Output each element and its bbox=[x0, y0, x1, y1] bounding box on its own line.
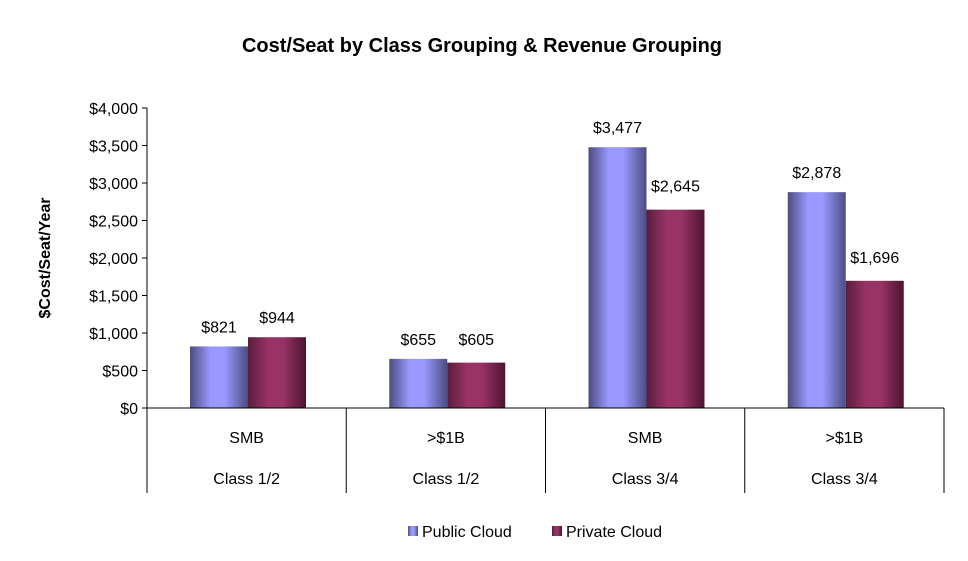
data-label: $2,878 bbox=[792, 165, 841, 182]
category-label: SMB bbox=[229, 430, 264, 447]
y-tick-label: $3,500 bbox=[89, 139, 138, 156]
data-label: $2,645 bbox=[651, 179, 700, 196]
y-tick-label: $2,500 bbox=[89, 214, 138, 231]
data-label: $655 bbox=[400, 332, 436, 349]
category-group-label: Class 1/2 bbox=[413, 471, 480, 488]
data-label: $944 bbox=[259, 310, 295, 327]
bar-private-cloud bbox=[845, 280, 904, 408]
y-tick-label: $3,000 bbox=[89, 176, 138, 193]
legend-label: Private Cloud bbox=[566, 524, 662, 541]
chart-title: Cost/Seat by Class Grouping & Revenue Gr… bbox=[242, 35, 722, 57]
category-group-label: Class 3/4 bbox=[612, 471, 679, 488]
y-tick-label: $4,000 bbox=[89, 101, 138, 118]
y-tick-label: $1,500 bbox=[89, 289, 138, 306]
data-label: $3,477 bbox=[593, 120, 642, 137]
category-label: SMB bbox=[628, 430, 663, 447]
category-group-label: Class 3/4 bbox=[811, 471, 878, 488]
y-tick-label: $0 bbox=[120, 401, 138, 418]
bar-public-cloud bbox=[389, 358, 448, 408]
bar-public-cloud bbox=[190, 346, 248, 408]
legend-swatch bbox=[552, 526, 562, 536]
bar-public-cloud bbox=[588, 147, 647, 408]
category-label: >$1B bbox=[427, 430, 465, 447]
category-label: >$1B bbox=[825, 430, 863, 447]
legend-label: Public Cloud bbox=[422, 524, 512, 541]
y-tick-label: $500 bbox=[102, 364, 138, 381]
category-group-label: Class 1/2 bbox=[213, 471, 280, 488]
data-label: $605 bbox=[458, 332, 494, 349]
bar-private-cloud bbox=[646, 209, 705, 408]
data-label: $821 bbox=[201, 319, 237, 336]
bar-public-cloud bbox=[787, 192, 846, 408]
bar-private-cloud bbox=[447, 362, 506, 408]
y-axis-label: $Cost/Seat/Year bbox=[37, 198, 54, 319]
y-tick-label: $1,000 bbox=[89, 326, 138, 343]
legend-swatch bbox=[408, 526, 418, 536]
y-tick-label: $2,000 bbox=[89, 251, 138, 268]
bar-private-cloud bbox=[248, 337, 306, 408]
data-label: $1,696 bbox=[850, 250, 899, 267]
